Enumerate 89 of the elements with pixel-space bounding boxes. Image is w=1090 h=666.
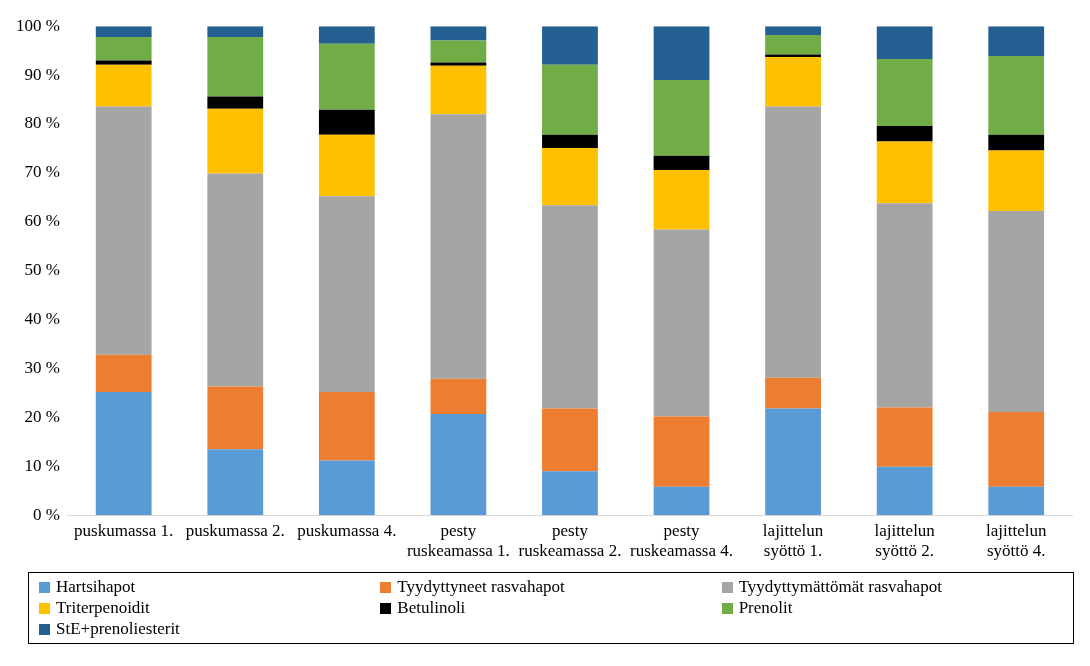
bar — [988, 412, 1045, 487]
bar — [765, 377, 821, 409]
y-tick-label: 50 % — [24, 260, 60, 280]
bar — [542, 471, 598, 516]
bar — [653, 229, 710, 417]
bar — [430, 26, 487, 41]
bar — [318, 134, 375, 197]
bar — [318, 109, 375, 135]
legend-label: Hartsihapot — [56, 577, 136, 597]
bar — [430, 62, 487, 66]
y-tick-label: 20 % — [24, 406, 60, 426]
bar — [430, 413, 487, 516]
bar — [430, 378, 487, 414]
legend-label: Triterpenoidit — [56, 598, 150, 618]
legend-label: Tyydyttymättömät rasvahapot — [738, 577, 942, 597]
bar — [988, 486, 1045, 516]
bar — [876, 203, 933, 408]
bar — [876, 466, 933, 516]
x-tick-label: puskumassa 4. — [297, 520, 397, 540]
bar — [765, 57, 821, 107]
x-tick-label: puskumassa 1. — [74, 520, 174, 540]
bar — [95, 64, 152, 107]
bar — [430, 40, 487, 63]
x-tick-label: pesty ruskeamassa 4. — [630, 520, 733, 561]
bar — [988, 211, 1045, 413]
bar — [876, 407, 933, 467]
x-tick-label: lajittelun syöttö 1. — [762, 520, 824, 561]
bar — [765, 26, 821, 35]
bar — [318, 43, 375, 110]
bar — [318, 196, 375, 392]
y-tick-label: 30 % — [24, 357, 60, 377]
bar — [207, 386, 264, 450]
legend-label: Betulinoli — [397, 598, 466, 618]
bar — [430, 114, 487, 379]
bar — [988, 150, 1045, 212]
bar — [207, 96, 264, 109]
bar — [653, 169, 710, 230]
bar — [542, 134, 598, 148]
bar — [207, 26, 264, 37]
bar — [765, 408, 821, 516]
bar — [207, 108, 264, 174]
bar — [988, 56, 1045, 135]
bar — [207, 173, 264, 387]
bar — [95, 60, 152, 65]
bar — [318, 391, 375, 461]
y-tick-label: 100 % — [15, 15, 60, 35]
bar — [95, 36, 152, 61]
bar — [876, 26, 933, 59]
bar — [876, 125, 933, 142]
x-tick-label: pesty ruskeamassa 1. — [406, 520, 510, 561]
bar — [95, 26, 152, 37]
bar — [207, 449, 264, 516]
x-tick-label: puskumassa 2. — [185, 520, 285, 540]
bar — [876, 141, 933, 204]
bar — [876, 58, 933, 126]
bar — [765, 106, 821, 378]
legend-label: StE+prenoliesterit — [56, 619, 180, 639]
y-tick-label: 10 % — [24, 455, 60, 475]
y-tick-label: 60 % — [24, 211, 60, 231]
y-tick-label: 40 % — [24, 309, 60, 329]
bar — [430, 65, 487, 115]
bar — [988, 134, 1045, 151]
bar — [653, 155, 710, 170]
y-tick-label: 0 % — [32, 504, 60, 524]
x-tick-label: pesty ruskeamassa 2. — [518, 520, 622, 561]
x-tick-label: lajittelun syöttö 4. — [986, 520, 1047, 561]
bar — [318, 26, 375, 44]
bar — [95, 106, 152, 355]
bar — [542, 26, 598, 65]
bar — [542, 205, 598, 409]
bar — [988, 26, 1045, 57]
bar — [653, 79, 710, 156]
bar — [95, 391, 152, 516]
bar — [95, 354, 152, 392]
x-tick-label: lajittelun syöttö 2. — [874, 520, 936, 561]
bar — [653, 26, 710, 80]
legend-label: Prenolit — [738, 598, 793, 618]
legend-label: Tyydyttyneet rasvahapot — [397, 577, 565, 597]
bar — [653, 486, 710, 516]
bar — [318, 460, 375, 516]
y-tick-label: 80 % — [24, 113, 60, 133]
bar — [765, 35, 821, 55]
y-tick-label: 90 % — [24, 64, 60, 84]
bar — [207, 36, 264, 97]
bar — [653, 416, 710, 487]
bar — [542, 408, 598, 472]
y-tick-label: 70 % — [24, 162, 60, 182]
bar — [542, 147, 598, 206]
bar — [542, 64, 598, 135]
